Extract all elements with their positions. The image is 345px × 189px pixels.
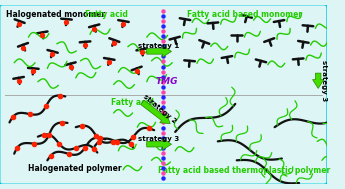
Text: Fatty acid: Fatty acid bbox=[85, 10, 128, 19]
Text: strategy 1: strategy 1 bbox=[138, 43, 180, 49]
FancyBboxPatch shape bbox=[0, 4, 328, 185]
Text: Halogenated monomer: Halogenated monomer bbox=[6, 10, 105, 19]
Text: strategy 3: strategy 3 bbox=[321, 60, 327, 101]
Text: Halogenated polymer: Halogenated polymer bbox=[28, 164, 122, 173]
Text: TMG: TMG bbox=[156, 77, 178, 86]
Text: strategy 2: strategy 2 bbox=[142, 93, 178, 124]
Text: strategy 3: strategy 3 bbox=[138, 136, 180, 142]
Text: Fatty acid based monomer: Fatty acid based monomer bbox=[187, 10, 302, 19]
Text: Fatty acid based thermoplastic polymer: Fatty acid based thermoplastic polymer bbox=[158, 166, 331, 174]
Text: Fatty acid: Fatty acid bbox=[111, 98, 154, 107]
